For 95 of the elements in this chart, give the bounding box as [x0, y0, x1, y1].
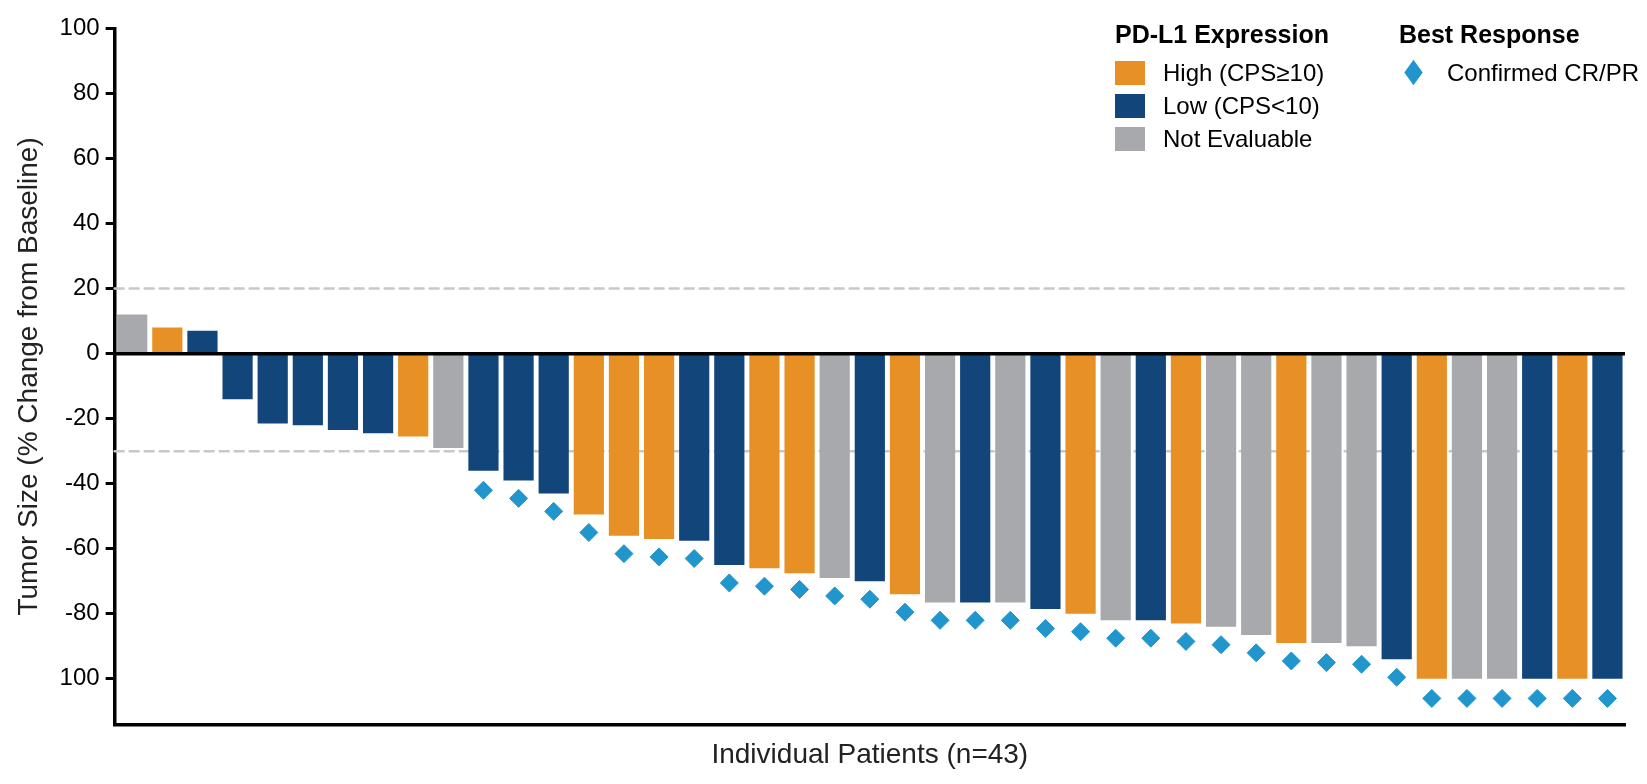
point	[579, 523, 599, 543]
bar	[362, 354, 394, 434]
bar	[679, 354, 710, 541]
bar	[643, 354, 675, 540]
point	[1422, 688, 1442, 708]
bar	[1557, 354, 1588, 679]
x-axis-title: Individual Patients (n=43)	[711, 737, 1029, 769]
bar	[1381, 354, 1412, 660]
bar	[749, 354, 780, 569]
bar	[1346, 354, 1377, 647]
point	[1246, 643, 1266, 663]
point	[1597, 688, 1617, 708]
bar	[1522, 354, 1553, 679]
y-tick-label: 100	[59, 663, 100, 691]
point	[1071, 622, 1091, 642]
bar	[714, 354, 745, 566]
bar	[468, 354, 499, 471]
annotation: Best Response	[1398, 20, 1581, 49]
bar	[433, 354, 464, 448]
point	[1035, 618, 1055, 638]
y-tick-label: -60	[64, 533, 100, 561]
point	[754, 576, 774, 596]
bar	[117, 314, 148, 354]
bar	[608, 354, 640, 536]
point	[860, 589, 880, 609]
bar	[1241, 354, 1272, 635]
y-tick-label: 60	[72, 143, 100, 171]
bar	[889, 354, 921, 595]
bar	[1205, 354, 1237, 627]
bar	[538, 354, 569, 494]
bar	[1311, 354, 1342, 644]
bar	[257, 354, 288, 424]
bar	[995, 354, 1026, 603]
point	[965, 610, 985, 630]
point	[684, 549, 704, 569]
bar	[784, 354, 815, 574]
bar	[398, 354, 429, 437]
bar	[1486, 354, 1518, 679]
point	[1527, 688, 1547, 708]
bar	[1065, 354, 1096, 614]
point	[473, 480, 493, 500]
point	[1492, 688, 1512, 708]
legend-title: PD-L1 Expression	[1115, 20, 1329, 49]
bar	[1451, 354, 1483, 679]
bar	[222, 354, 253, 400]
bar	[924, 354, 956, 603]
point	[930, 610, 950, 630]
point	[509, 488, 529, 508]
point	[719, 573, 739, 593]
y-tick-label: -20	[64, 403, 100, 431]
y-tick-label: -40	[64, 468, 100, 496]
point	[1316, 653, 1336, 673]
point	[790, 579, 810, 599]
point	[1211, 635, 1231, 655]
bar	[819, 354, 850, 579]
point	[1281, 651, 1301, 671]
bar	[187, 330, 218, 354]
y-tick-label: 0	[86, 338, 100, 366]
y-tick-label: 40	[72, 208, 100, 236]
point	[1141, 628, 1161, 648]
point	[895, 602, 915, 622]
bar	[1276, 354, 1307, 644]
bar	[1592, 354, 1623, 679]
point	[649, 547, 669, 567]
point	[1387, 667, 1407, 687]
y-tick-label: 80	[72, 78, 100, 106]
y-axis-title: Tumor Size (% Change from Baseline)	[11, 137, 43, 616]
bar	[1170, 354, 1202, 624]
point	[614, 544, 634, 564]
bar	[1100, 354, 1131, 621]
point	[544, 501, 564, 521]
y-tick-label: -80	[64, 598, 100, 626]
bar	[573, 354, 604, 515]
legend-label: Confirmed CR/PR	[1446, 59, 1639, 87]
bar	[152, 327, 183, 354]
bar	[854, 354, 885, 582]
legend-label: High (CPS≥10)	[1163, 59, 1325, 87]
point	[1457, 688, 1477, 708]
bar	[1030, 354, 1061, 609]
bar	[327, 354, 359, 431]
bar	[503, 354, 534, 481]
bar	[960, 354, 991, 603]
legend-label: Not Evaluable	[1163, 125, 1313, 153]
bar	[1135, 354, 1166, 621]
bar	[1416, 354, 1447, 679]
y-tick-label: 100	[59, 13, 100, 41]
point	[1000, 610, 1020, 630]
point	[1562, 688, 1582, 708]
point	[1352, 654, 1372, 674]
point	[1106, 628, 1126, 648]
bar	[292, 354, 323, 426]
point	[825, 586, 845, 606]
point	[1176, 631, 1196, 651]
y-tick-label: 20	[72, 273, 100, 301]
legend-label: Low (CPS<10)	[1163, 92, 1320, 120]
